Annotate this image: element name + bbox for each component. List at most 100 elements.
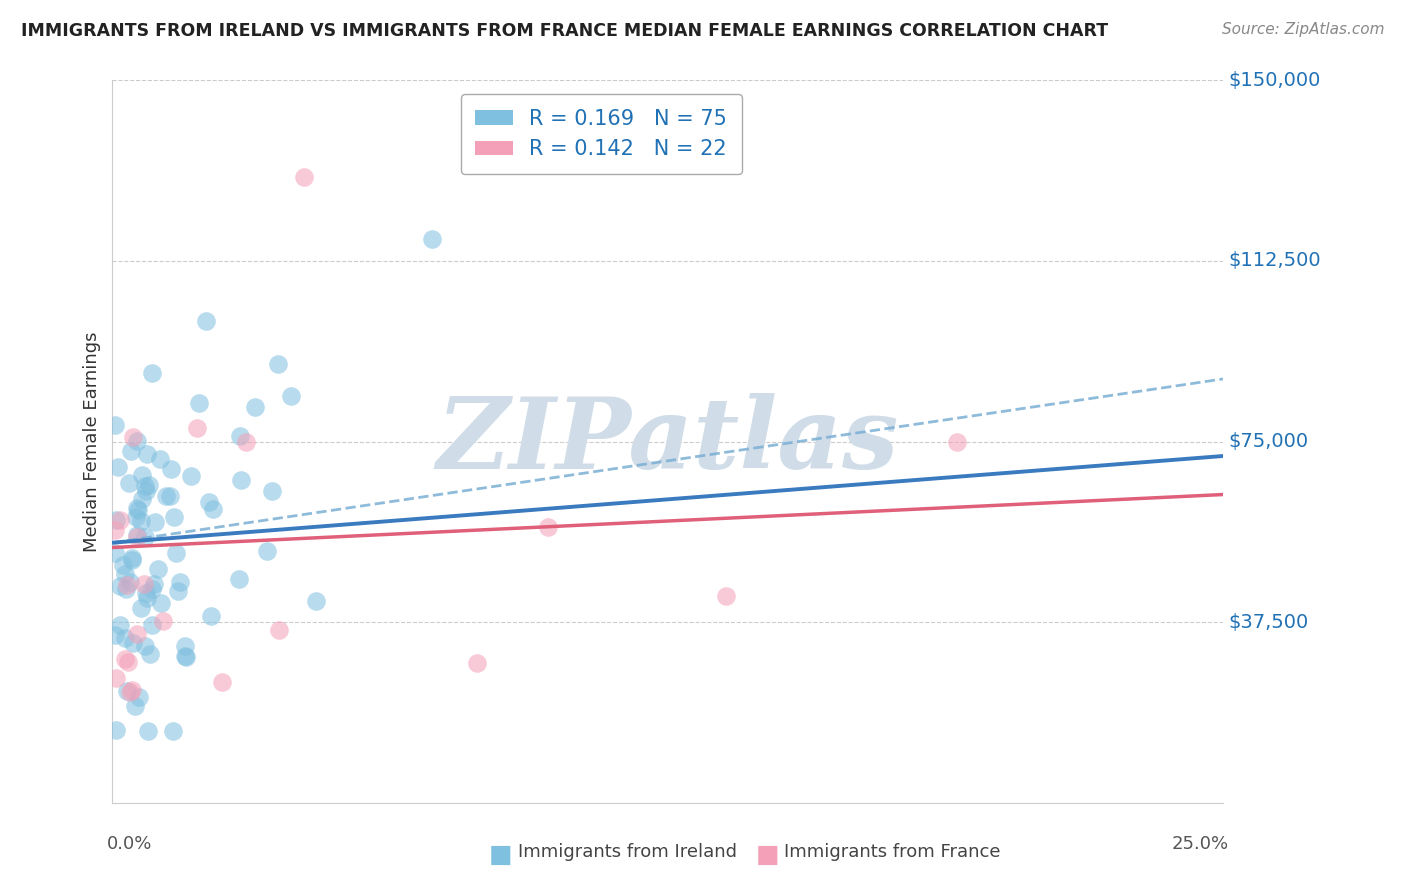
Point bbox=[160, 462, 183, 476]
Point bbox=[150, 596, 173, 610]
Point bbox=[120, 444, 142, 458]
Point bbox=[188, 396, 211, 410]
Point bbox=[125, 510, 148, 524]
Point bbox=[135, 484, 157, 499]
Point bbox=[118, 475, 141, 490]
Point bbox=[180, 469, 202, 483]
Text: Immigrants from Ireland: Immigrants from Ireland bbox=[517, 843, 737, 861]
Point bbox=[243, 400, 266, 414]
Point bbox=[167, 583, 190, 598]
Point bbox=[114, 631, 136, 645]
Point bbox=[112, 558, 135, 572]
Point bbox=[159, 490, 181, 504]
Point bbox=[121, 636, 143, 650]
Text: $150,000: $150,000 bbox=[1229, 70, 1322, 90]
Point bbox=[142, 577, 165, 591]
Point bbox=[136, 591, 159, 606]
Point bbox=[141, 367, 163, 381]
Point bbox=[155, 489, 177, 503]
Point bbox=[125, 434, 148, 448]
Point bbox=[121, 682, 143, 697]
Point bbox=[115, 582, 138, 596]
Point bbox=[149, 451, 172, 466]
Y-axis label: Median Female Earnings: Median Female Earnings bbox=[83, 331, 101, 552]
Point bbox=[465, 656, 488, 670]
Point bbox=[146, 562, 169, 576]
Point bbox=[229, 473, 252, 487]
Point bbox=[422, 232, 444, 246]
Point bbox=[127, 528, 149, 542]
Point bbox=[122, 430, 145, 444]
Point bbox=[108, 618, 131, 632]
Point bbox=[107, 460, 129, 475]
Point bbox=[141, 582, 163, 596]
Point bbox=[127, 503, 149, 517]
Point bbox=[118, 574, 141, 589]
Point bbox=[128, 690, 150, 704]
Point bbox=[108, 579, 131, 593]
Point bbox=[173, 648, 195, 663]
Point bbox=[198, 495, 221, 509]
Point bbox=[537, 520, 560, 534]
Point bbox=[235, 434, 257, 449]
Text: Immigrants from France: Immigrants from France bbox=[785, 843, 1001, 861]
Point bbox=[162, 723, 184, 738]
Point bbox=[228, 572, 250, 586]
Point bbox=[125, 530, 148, 544]
Text: IMMIGRANTS FROM IRELAND VS IMMIGRANTS FROM FRANCE MEDIAN FEMALE EARNINGS CORRELA: IMMIGRANTS FROM IRELAND VS IMMIGRANTS FR… bbox=[21, 22, 1108, 40]
Point bbox=[114, 651, 136, 665]
Point bbox=[194, 314, 217, 328]
Point bbox=[129, 601, 152, 615]
Point bbox=[292, 169, 315, 184]
Point bbox=[135, 447, 157, 461]
Text: ■: ■ bbox=[755, 843, 779, 866]
Point bbox=[267, 357, 290, 371]
Point bbox=[129, 515, 152, 529]
Point bbox=[121, 552, 143, 566]
Point bbox=[200, 609, 222, 624]
Point bbox=[186, 421, 208, 435]
Point bbox=[117, 577, 139, 591]
Point bbox=[134, 639, 156, 653]
Point bbox=[138, 478, 160, 492]
Point bbox=[117, 655, 139, 669]
Point bbox=[229, 429, 252, 443]
Text: 25.0%: 25.0% bbox=[1171, 835, 1229, 854]
Point bbox=[125, 627, 148, 641]
Point bbox=[280, 389, 302, 403]
Point bbox=[165, 546, 187, 560]
Point bbox=[134, 530, 156, 544]
Point bbox=[104, 523, 127, 537]
Text: $37,500: $37,500 bbox=[1229, 613, 1309, 632]
Text: ■: ■ bbox=[489, 843, 512, 866]
Point bbox=[135, 586, 157, 600]
Point bbox=[105, 513, 128, 527]
Point bbox=[173, 639, 195, 653]
Point bbox=[138, 723, 160, 738]
Point bbox=[305, 594, 328, 608]
Point bbox=[945, 434, 967, 449]
Point bbox=[138, 648, 160, 662]
Point bbox=[121, 551, 143, 566]
Point bbox=[114, 567, 136, 582]
Point bbox=[120, 685, 142, 699]
Point bbox=[104, 417, 127, 432]
Point bbox=[104, 546, 127, 560]
Point bbox=[127, 500, 149, 515]
Point bbox=[176, 650, 198, 665]
Point bbox=[131, 491, 153, 506]
Point bbox=[143, 515, 166, 529]
Legend: R = 0.169   N = 75, R = 0.142   N = 22: R = 0.169 N = 75, R = 0.142 N = 22 bbox=[461, 95, 742, 174]
Point bbox=[105, 723, 128, 738]
Point bbox=[132, 576, 155, 591]
Point bbox=[163, 510, 186, 524]
Text: $75,000: $75,000 bbox=[1229, 432, 1309, 451]
Text: ZIPatlas: ZIPatlas bbox=[437, 393, 898, 490]
Point bbox=[267, 623, 290, 637]
Point bbox=[134, 478, 156, 492]
Text: $112,500: $112,500 bbox=[1229, 252, 1322, 270]
Point bbox=[124, 699, 146, 714]
Point bbox=[169, 575, 191, 590]
Point bbox=[104, 671, 127, 685]
Point bbox=[131, 467, 153, 482]
